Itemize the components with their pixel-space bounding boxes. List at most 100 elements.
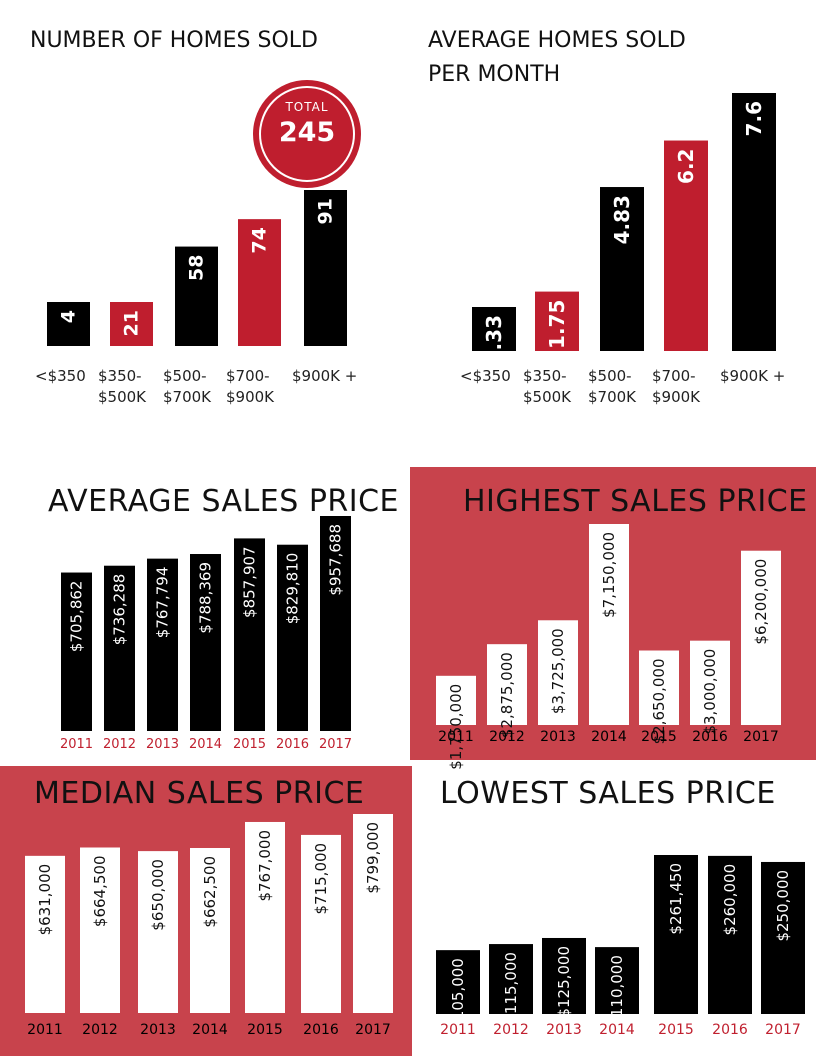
highest-sales-price-category-label: 2016 — [692, 729, 728, 745]
highest-sales-price-bar — [436, 675, 476, 725]
avg-sales-price-title: AVERAGE SALES PRICE — [48, 484, 399, 519]
homes-sold-value-label: 91 — [315, 198, 337, 224]
homes-sold-category-label: $700K — [163, 388, 212, 406]
homes-sold-value-label: 74 — [249, 227, 271, 253]
lowest-sales-price-bar — [436, 950, 480, 1014]
avg-sales-price-value-label: $829,810 — [284, 553, 302, 625]
median-sales-price-bar — [25, 855, 65, 1013]
avg-per-month-category-label: $500- — [588, 367, 632, 385]
median-sales-price-bar — [245, 821, 285, 1013]
median-sales-price-category-label: 2017 — [355, 1022, 391, 1038]
highest-sales-price-bar — [589, 524, 629, 725]
lowest-sales-price-category-label: 2014 — [599, 1022, 635, 1038]
highest-sales-price-category-label: 2017 — [743, 729, 779, 745]
avg-sales-price-bar — [190, 554, 221, 731]
avg-sales-price-value-label: $788,369 — [197, 562, 215, 634]
highest-sales-price-bar — [690, 640, 730, 725]
median-sales-price-category-label: 2014 — [192, 1022, 228, 1038]
highest-sales-price-category-label: 2014 — [591, 729, 627, 745]
avg-per-month-value-label: 4.83 — [610, 195, 634, 244]
highest-sales-price-value-label: $3,725,000 — [549, 628, 567, 714]
highest-sales-price-value-label: $1,750,000 — [447, 684, 465, 770]
avg-per-month-bar — [472, 307, 516, 351]
avg-sales-price-value-label: $857,907 — [241, 546, 259, 618]
highest-sales-price-category-label: 2013 — [540, 729, 576, 745]
avg-per-month-title: AVERAGE HOMES SOLD PER MONTH — [428, 24, 686, 92]
avg-sales-price-value-label: $957,688 — [327, 524, 345, 596]
median-sales-price-value-label: $715,000 — [312, 843, 330, 915]
avg-sales-price-bar — [147, 558, 178, 731]
avg-per-month-category-label: $350- — [523, 367, 567, 385]
avg-sales-price-category-label: 2016 — [276, 737, 309, 752]
homes-sold-category-label: $500- — [163, 367, 207, 385]
homes-sold-category-label: $900K + — [292, 367, 357, 385]
median-sales-price-value-label: $664,500 — [91, 855, 109, 927]
homes-sold-bar — [304, 190, 347, 346]
highest-sales-price-bar — [741, 550, 781, 725]
highest-sales-price-category-label: 2015 — [641, 729, 677, 745]
highest-sales-price-category-label: 2012 — [489, 729, 525, 745]
highest-sales-price-value-label: $2,650,000 — [650, 659, 668, 745]
median-sales-price-category-label: 2011 — [27, 1022, 63, 1038]
median-sales-price-category-label: 2016 — [303, 1022, 339, 1038]
total-label: TOTAL — [285, 100, 329, 114]
highest-sales-price-value-label: $3,000,000 — [701, 649, 719, 735]
avg-per-month-value-label: 1.75 — [545, 300, 569, 349]
avg-per-month-bar — [600, 187, 644, 351]
lowest-sales-price-value-label: $115,000 — [502, 952, 520, 1024]
lowest-sales-price-title: LOWEST SALES PRICE — [440, 776, 776, 811]
avg-per-month-category-label: $900K — [652, 388, 701, 406]
lowest-sales-price-value-label: $261,450 — [667, 863, 685, 935]
lowest-sales-price-bar — [708, 855, 752, 1014]
median-sales-price-bar — [190, 847, 230, 1013]
median-sales-price-bar — [80, 847, 120, 1013]
highest-sales-price-value-label: $2,875,000 — [498, 652, 516, 738]
highest-sales-price-bar — [639, 650, 679, 725]
avg-sales-price-value-label: $705,862 — [68, 581, 86, 653]
homes-sold-bar — [47, 302, 90, 346]
homes-sold-value-label: 4 — [58, 310, 80, 323]
avg-sales-price-value-label: $767,794 — [154, 567, 172, 639]
avg-per-month-bar — [732, 93, 776, 351]
avg-per-month-value-label: 6.2 — [674, 149, 698, 184]
highest-sales-price-bar — [538, 620, 578, 725]
lowest-sales-price-category-label: 2011 — [440, 1022, 476, 1038]
avg-sales-price-bar — [277, 544, 308, 731]
lowest-sales-price-bar — [595, 947, 639, 1014]
avg-per-month-category-label: $500K — [523, 388, 572, 406]
median-sales-price-title: MEDIAN SALES PRICE — [34, 776, 365, 811]
avg-per-month-category-label: $700- — [652, 367, 696, 385]
median-sales-price-category-label: 2012 — [82, 1022, 118, 1038]
homes-sold-value-label: 58 — [186, 255, 208, 281]
avg-per-month-category-label: <$350 — [460, 367, 511, 385]
avg-sales-price-category-label: 2012 — [103, 737, 136, 752]
median-sales-price-bar — [301, 834, 341, 1013]
avg-per-month-category-label: $900K + — [720, 367, 785, 385]
avg-per-month-value-label: 7.6 — [742, 101, 766, 136]
median-sales-price-category-label: 2015 — [247, 1022, 283, 1038]
highest-sales-price-value-label: $6,200,000 — [752, 559, 770, 645]
lowest-sales-price-category-label: 2016 — [712, 1022, 748, 1038]
avg-per-month-title-line2: PER MONTH — [428, 62, 561, 87]
avg-sales-price-bar — [320, 516, 351, 731]
avg-sales-price-bar — [234, 538, 265, 731]
homes-sold-category-label: $500K — [98, 388, 147, 406]
homes-sold-category-label: $350- — [98, 367, 142, 385]
avg-sales-price-bar — [104, 565, 135, 731]
homes-sold-bar — [175, 246, 218, 346]
median-sales-price-bar — [138, 851, 178, 1013]
lowest-sales-price-bar — [542, 937, 586, 1014]
lowest-sales-price-value-label: $250,000 — [774, 870, 792, 942]
median-sales-price-category-label: 2013 — [140, 1022, 176, 1038]
homes-sold-category-label: <$350 — [35, 367, 86, 385]
avg-sales-price-category-label: 2017 — [319, 737, 352, 752]
homes-sold-value-label: 21 — [121, 310, 143, 336]
avg-sales-price-value-label: $736,288 — [111, 574, 129, 646]
avg-per-month-bar — [535, 291, 579, 351]
avg-sales-price-category-label: 2013 — [146, 737, 179, 752]
homes-sold-title: NUMBER OF HOMES SOLD — [30, 28, 318, 53]
highest-sales-price-value-label: $7,150,000 — [600, 532, 618, 618]
total-badge: TOTAL 245 — [253, 80, 361, 188]
highest-sales-price-title: HIGHEST SALES PRICE — [463, 484, 808, 519]
